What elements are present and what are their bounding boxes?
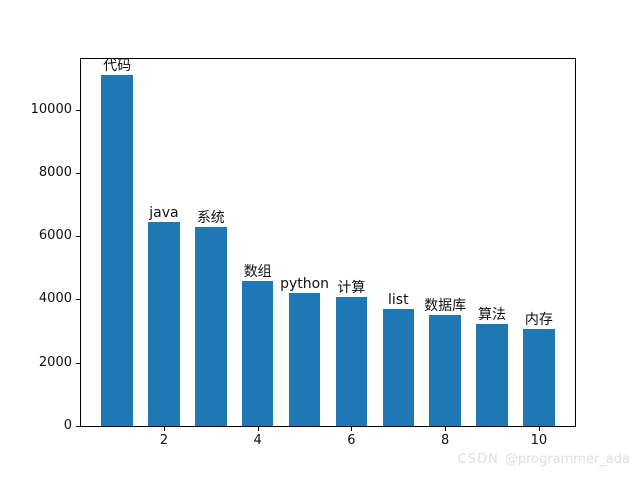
x-tick-label: 4 bbox=[253, 433, 262, 448]
bar-value-label: 内存 bbox=[524, 311, 553, 328]
y-tick-mark bbox=[76, 109, 80, 111]
bar bbox=[241, 280, 274, 426]
bar-value-label: 算法 bbox=[478, 307, 507, 324]
bar-value-label: list bbox=[388, 291, 409, 308]
plot-area: 代码 java 系统数组 python 计算 list 数据库 算法 内存 bbox=[80, 58, 576, 427]
x-tick-mark bbox=[351, 427, 353, 431]
bar bbox=[335, 296, 368, 426]
bar-value-label: 系统 bbox=[196, 210, 225, 226]
x-tick-label: 2 bbox=[159, 433, 169, 448]
bar-value-label: 数组 bbox=[243, 263, 272, 280]
bar bbox=[195, 227, 227, 426]
bar bbox=[101, 74, 133, 426]
bar-value-label: java bbox=[149, 205, 179, 222]
y-tick-mark bbox=[76, 172, 80, 174]
watermark-handle: @programmer_ada bbox=[504, 452, 630, 467]
y-tick-mark bbox=[76, 362, 80, 364]
bar bbox=[476, 324, 508, 426]
x-tick-mark bbox=[257, 427, 259, 431]
watermark-brand-logo: CSDN bbox=[457, 452, 499, 467]
y-tick-label: 6000 bbox=[38, 228, 72, 244]
y-tick-mark bbox=[76, 299, 80, 301]
bar bbox=[288, 292, 321, 426]
x-tick-mark bbox=[445, 427, 447, 431]
watermark: CSDN @programmer_ada bbox=[458, 452, 630, 467]
x-tick-mark bbox=[163, 427, 165, 431]
bar bbox=[429, 314, 461, 426]
x-tick-label: 10 bbox=[530, 433, 548, 448]
x-tick-label: 6 bbox=[347, 433, 356, 448]
x-tick-mark bbox=[538, 427, 540, 431]
bar-value-label: 计算 bbox=[337, 279, 366, 296]
y-tick-label: 10000 bbox=[30, 101, 72, 117]
bar bbox=[523, 328, 555, 426]
bar bbox=[148, 222, 180, 426]
bar bbox=[382, 308, 414, 426]
bar-value-label: 代码 bbox=[103, 57, 132, 74]
bar-value-label: python bbox=[280, 275, 330, 292]
y-tick-mark bbox=[76, 426, 80, 427]
bar-value-label: 数据库 bbox=[424, 297, 467, 314]
y-tick-mark bbox=[76, 236, 80, 238]
y-tick-label: 0 bbox=[63, 418, 72, 433]
y-tick-label: 4000 bbox=[38, 291, 72, 307]
y-tick-label: 2000 bbox=[38, 354, 72, 370]
y-tick-label: 8000 bbox=[38, 164, 72, 180]
x-tick-label: 8 bbox=[441, 433, 450, 448]
